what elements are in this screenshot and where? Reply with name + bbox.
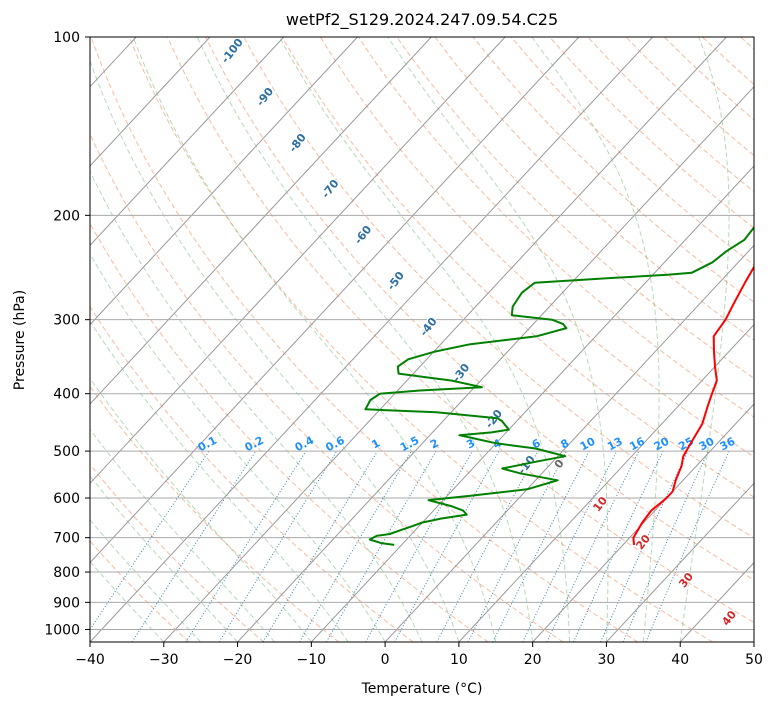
dry-adiabat-line [90,37,639,642]
mixing-ratio-line [218,450,338,642]
y-tick-label: 100 [53,30,80,46]
dry-adiabat-line [166,37,754,624]
dry-adiabat-line [90,463,265,642]
moist-adiabat-line [90,252,386,642]
y-tick-label: 300 [53,313,80,329]
y-axis-ticks: 100 200 300 400 500 600 700 800 900 1000 [44,30,90,638]
x-tick-label: 40 [671,652,689,668]
profile-series [364,225,754,546]
x-tick-label: 0 [381,652,390,668]
dry-adiabat-line [90,222,489,642]
mixing-ratio-line [185,450,307,642]
y-tick-label: 900 [53,595,80,611]
moist-adiabat-line [90,560,165,642]
moist-adiabat-line [196,37,534,642]
isotherm-line [90,37,358,326]
chart-title: wetPf2_S129.2024.247.09.54.C25 [286,10,558,30]
mixing-ratio-line [467,450,567,642]
dry-adiabat-line [281,37,754,498]
isotherm-line [90,37,506,485]
mixing-ratio-line [90,450,210,631]
mixing-ratio-label: 30 [697,435,717,454]
moist-adiabat-line [90,428,275,642]
x-tick-label: −20 [223,652,253,668]
isotherm-line [163,37,727,642]
mixing-ratio-line [131,450,257,642]
mixing-ratio-label: 25 [676,435,696,454]
isotherm-line [310,165,754,642]
mixing-ratio-line [299,450,412,642]
isotherm-line [90,37,285,247]
mixing-ratio-label: 16 [627,435,647,454]
mixing-ratio-label: 13 [605,435,625,454]
y-tick-label: 500 [53,444,80,460]
isotherm-line [384,244,754,642]
mixing-ratio-line [325,450,437,642]
isotherm-line [606,482,754,642]
y-tick-label: 400 [53,387,80,403]
dewpoint-line [364,225,754,546]
x-tick-label: −30 [149,652,179,668]
y-tick-label: 800 [53,565,80,581]
y-tick-label: 600 [53,491,80,507]
x-axis-label: Temperature (°C) [361,681,483,697]
isotherm-line [90,37,580,564]
moist-adiabat-line [90,519,202,642]
x-axis-ticks: −40 −30 −20 −10 0 10 20 30 40 50 [75,642,763,668]
x-tick-label: 10 [450,652,468,668]
moist-adiabat-line [679,37,730,642]
isotherm-line [237,85,754,642]
y-tick-label: 1000 [44,622,80,638]
isotherm-line [458,323,754,642]
moist-adiabat-line [90,320,349,642]
grid-lines [90,37,754,642]
mixing-ratio-label: 20 [652,435,672,454]
dry-adiabat-line [205,37,754,581]
x-tick-label: 30 [598,652,616,668]
temperature-line [632,264,754,545]
mixing-ratio-line [365,450,473,642]
isotherm-line [90,37,211,167]
x-tick-label: 50 [745,652,763,668]
moist-adiabat-line [90,170,423,642]
x-tick-label: −10 [297,652,327,668]
x-tick-label: −40 [75,652,105,668]
dry-adiabat-line [90,132,564,642]
y-tick-label: 200 [53,208,80,224]
isotherm-line [90,37,653,642]
isotherm-line [532,403,754,642]
y-tick-label: 700 [53,531,80,547]
dry-adiabat-line [128,37,713,642]
mixing-ratio-label: 10 [578,435,598,454]
background-lines [90,37,754,642]
dry-adiabat-line [434,37,754,341]
moist-adiabat-line [90,475,238,642]
mixing-ratio-line [262,450,378,642]
moist-adiabat-line [279,37,571,642]
plot-frame [89,36,755,643]
isotherm-line [90,37,432,405]
moist-adiabat-line [132,37,497,642]
x-tick-label: 20 [524,652,542,668]
dry-adiabat-line [472,37,754,303]
moist-adiabat-line [90,59,460,642]
dry-adiabat-line [90,540,190,642]
moist-adiabat-line [531,37,660,642]
mixing-ratio-label: 36 [718,435,738,454]
mixing-ratio-line [573,450,664,642]
y-axis-label: Pressure (hPa) [12,290,28,390]
